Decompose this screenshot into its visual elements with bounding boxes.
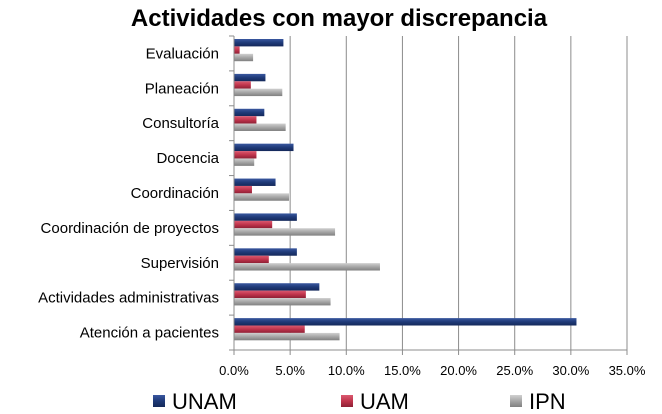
bar-unam bbox=[234, 283, 320, 291]
bar-uam bbox=[234, 290, 306, 299]
x-tick-label: 30.0% bbox=[552, 363, 589, 378]
x-tick-label: 25.0% bbox=[496, 363, 533, 378]
legend: UNAM UAM IPN bbox=[153, 389, 566, 414]
bar-unam bbox=[234, 143, 294, 152]
bar-uam bbox=[234, 220, 273, 229]
bar-uam bbox=[234, 185, 252, 194]
x-tick-label: 20.0% bbox=[440, 363, 477, 378]
legend-label: IPN bbox=[529, 389, 566, 414]
category-label: Coordinación bbox=[131, 185, 219, 202]
legend-swatch bbox=[153, 395, 165, 407]
bar-unam bbox=[234, 73, 266, 82]
bar-ipn bbox=[234, 123, 286, 131]
gridlines bbox=[289, 36, 628, 350]
bar-ipn bbox=[234, 158, 255, 166]
category-labels: Evaluación Planeación Consultoría Docencia C… bbox=[38, 45, 220, 341]
bar-uam bbox=[234, 255, 269, 264]
chart-title: Actividades con mayor discrepancia bbox=[131, 5, 548, 32]
bar-ipn bbox=[234, 88, 283, 97]
bar-ipn bbox=[234, 332, 340, 341]
category-label: Evaluación bbox=[146, 45, 219, 62]
bar-uam bbox=[234, 46, 240, 54]
x-tick-label: 15.0% bbox=[384, 363, 421, 378]
legend-label: UAM bbox=[360, 389, 409, 414]
x-tick-label: 10.0% bbox=[328, 363, 365, 378]
x-tick-label: 5.0% bbox=[275, 363, 305, 378]
bar-unam bbox=[234, 178, 276, 186]
bars bbox=[234, 39, 577, 341]
bar-uam bbox=[234, 81, 251, 89]
bar-ipn bbox=[234, 53, 254, 62]
legend-item-uam: UAM bbox=[341, 389, 409, 414]
bar-unam bbox=[234, 318, 577, 326]
bar-uam bbox=[234, 151, 257, 159]
legend-item-ipn: IPN bbox=[510, 389, 566, 414]
category-label: Atención a pacientes bbox=[80, 325, 219, 342]
category-label: Actividades administrativas bbox=[38, 290, 219, 307]
bar-unam bbox=[234, 108, 265, 117]
category-label: Coordinación de proyectos bbox=[41, 220, 219, 237]
bar-ipn bbox=[234, 298, 331, 306]
legend-item-unam: UNAM bbox=[153, 389, 237, 414]
category-label: Planeación bbox=[145, 80, 219, 97]
bar-uam bbox=[234, 116, 257, 124]
legend-label: UNAM bbox=[172, 389, 237, 414]
category-label: Consultoría bbox=[142, 115, 219, 132]
bar-unam bbox=[234, 213, 297, 221]
bar-uam bbox=[234, 325, 305, 333]
category-label: Supervisión bbox=[141, 255, 219, 272]
bar-unam bbox=[234, 248, 297, 256]
legend-swatch bbox=[510, 395, 522, 407]
x-tick-label: 0.0% bbox=[219, 363, 249, 378]
bar-ipn bbox=[234, 228, 336, 236]
legend-swatch bbox=[341, 395, 353, 407]
bar-unam bbox=[234, 39, 284, 47]
bar-ipn bbox=[234, 263, 380, 271]
axes bbox=[229, 35, 628, 355]
bar-ipn bbox=[234, 193, 290, 201]
category-label: Docencia bbox=[156, 150, 219, 167]
x-tick-labels: 0.0% 5.0% 10.0% 15.0% 20.0% 25.0% 30.0% 35.0% bbox=[219, 363, 646, 378]
x-tick-label: 35.0% bbox=[609, 363, 646, 378]
